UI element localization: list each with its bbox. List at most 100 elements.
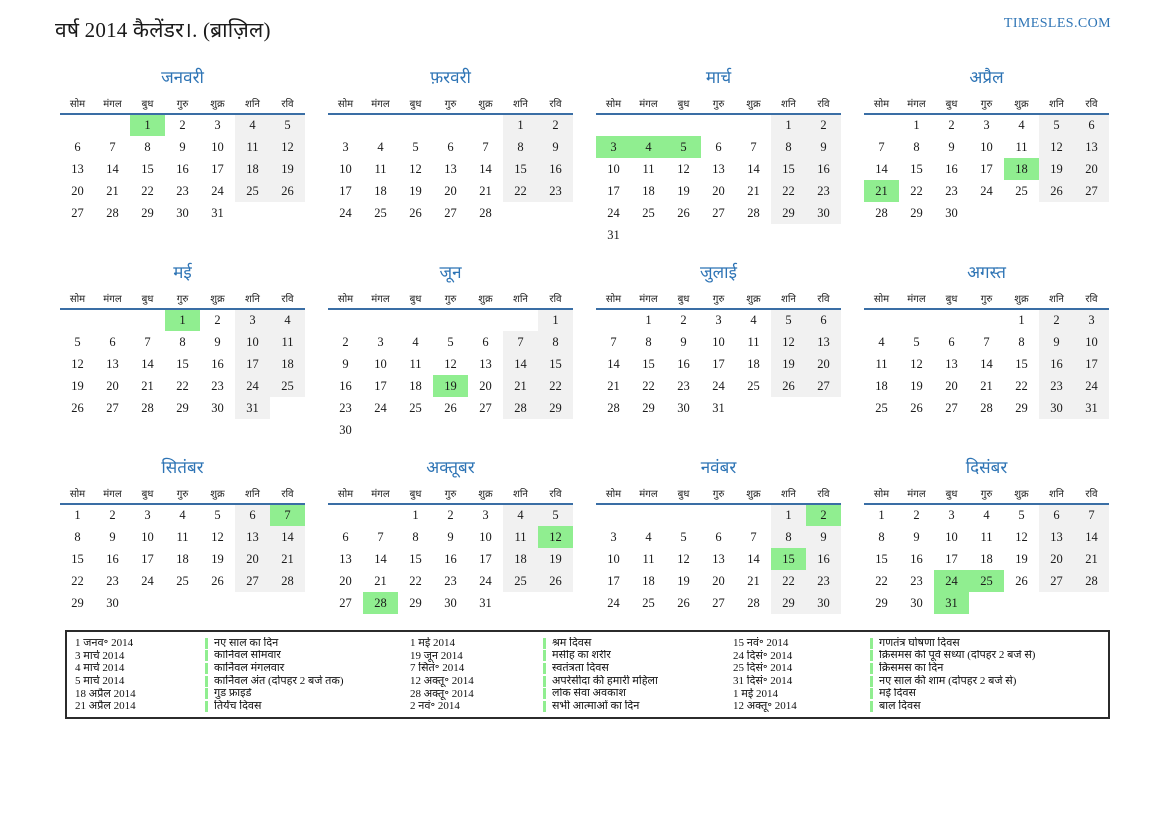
day-cell: 17 (339, 183, 352, 198)
day-cell: 1 (878, 508, 885, 522)
weekday-header: शुक्र (468, 94, 503, 115)
weekend-cell: 30 (1039, 397, 1074, 419)
weekday-header: मंगल (899, 289, 934, 310)
empty-cell (130, 309, 165, 331)
day-cell: 7 (377, 529, 384, 544)
weekend-cell: 17 (235, 353, 270, 375)
day-cell: 17 (211, 161, 224, 176)
day-cell: 6 (447, 139, 454, 154)
website-link[interactable]: TIMESLES.COM (1003, 16, 1111, 31)
holiday-cell: 5 (666, 136, 701, 158)
day-cell: 9 (680, 334, 687, 349)
day-cell: 14 (607, 356, 620, 371)
weekend-cell: 11 (503, 526, 538, 548)
empty-cell (631, 504, 666, 526)
weekend-cell: 8 (771, 136, 806, 158)
day-cell: 4 (179, 508, 186, 522)
empty-cell (130, 592, 165, 614)
empty-cell (398, 309, 433, 331)
day-cell: 29 (176, 400, 189, 415)
weekday-header: रवि (806, 484, 841, 505)
weekend-cell: 26 (538, 570, 573, 592)
day-cell: 21 (980, 378, 993, 393)
day-cell: 29 (141, 205, 154, 220)
legend-holiday-name: लोक सेवा अवकाश (543, 688, 728, 701)
weekend-cell: 6 (1074, 114, 1109, 136)
month-title: अप्रैल (969, 68, 1004, 87)
weekend-cell: 20 (1039, 548, 1074, 570)
day-cell: 28 (875, 205, 888, 220)
day-cell: 11 (747, 334, 760, 349)
legend-date: 3 मार्च 2014 (75, 649, 125, 662)
day-cell: 11 (980, 529, 993, 544)
weekday-header: गुरु (433, 94, 468, 115)
month-block-11: नवंबर सोम मंगल बुध गुरु शुक्र शनि रवि 1 2 3 4 5 6 7 8 9 1… (596, 456, 841, 651)
month-title: फ़रवरी (430, 68, 471, 87)
empty-cell (864, 114, 899, 136)
empty-cell (666, 224, 701, 246)
weekday-header: शुक्र (200, 94, 235, 115)
weekday-header: शनि (1039, 484, 1074, 505)
day-cell: 27 (71, 205, 84, 220)
weekday-header: शुक्र (736, 484, 771, 505)
weekend-cell: 16 (538, 158, 573, 180)
day-cell: 10 (339, 161, 352, 176)
day-cell: 8 (913, 139, 920, 154)
weekday-header: बुध (130, 289, 165, 310)
month-table: सोम मंगल बुध गुरु शुक्र शनि रवि 1 2 3 4 5 6 7 8 9 10 11 12… (864, 94, 1109, 224)
day-cell: 30 (211, 400, 224, 415)
day-cell: 26 (677, 595, 690, 610)
empty-cell (701, 504, 736, 526)
month-table: सोम मंगल बुध गुरु शुक्र शनि रवि 1 2 3 4 5 6 7 8 9 10 11 12… (596, 484, 841, 614)
month-block-8: अगस्त सोम मंगल बुध गुरु शुक्र शनि रवि 1 2 3 4 5 6 7 8 9 1… (864, 261, 1109, 456)
weekday-header: शनि (235, 289, 270, 310)
empty-cell (1004, 202, 1039, 224)
weekday-header: शुक्र (200, 484, 235, 505)
day-cell: 15 (176, 356, 189, 371)
empty-cell (1004, 592, 1039, 614)
month-title: सितंबर (161, 458, 204, 477)
day-cell: 29 (1015, 400, 1028, 415)
day-cell: 28 (106, 205, 119, 220)
day-cell: 1 (412, 508, 419, 522)
day-cell: 31 (211, 205, 224, 220)
month-table: सोम मंगल बुध गुरु शुक्र शनि रवि 1 2 3 4 5 6 7 8 9 10 11 12… (596, 289, 841, 419)
day-cell: 2 (447, 508, 454, 522)
legend-date: 5 मार्च 2014 (75, 674, 125, 687)
weekday-header: सोम (596, 484, 631, 505)
weekend-cell: 4 (503, 504, 538, 526)
day-cell: 5 (447, 334, 454, 349)
weekday-header: शुक्र (736, 289, 771, 310)
weekend-cell: 19 (538, 548, 573, 570)
day-cell: 4 (750, 313, 757, 327)
day-cell: 24 (607, 205, 620, 220)
weekend-cell: 3 (1074, 309, 1109, 331)
holiday-cell: 7 (270, 504, 305, 526)
day-cell: 10 (374, 356, 387, 371)
weekday-header: सोम (328, 94, 363, 115)
day-cell: 28 (141, 400, 154, 415)
day-cell: 11 (409, 356, 422, 371)
weekend-cell: 2 (1039, 309, 1074, 331)
day-cell: 20 (479, 378, 492, 393)
weekend-cell: 22 (771, 570, 806, 592)
day-cell: 7 (750, 139, 757, 154)
weekend-cell: 20 (806, 353, 841, 375)
day-cell: 23 (677, 378, 690, 393)
holiday-cell: 1 (130, 114, 165, 136)
day-cell: 25 (1015, 183, 1028, 198)
weekend-cell: 22 (538, 375, 573, 397)
weekday-header: शनि (771, 289, 806, 310)
weekend-cell: 23 (806, 180, 841, 202)
day-cell: 3 (948, 508, 955, 522)
legend-holiday-name: स्वतंत्रता दिवस (543, 662, 728, 675)
weekday-header: गुरु (165, 94, 200, 115)
day-cell: 2 (342, 334, 349, 349)
empty-cell (538, 592, 573, 614)
weekend-cell: 31 (1074, 397, 1109, 419)
page-title: वर्ष 2014 कैलेंडर।. (ब्राज़िल) (55, 18, 271, 42)
weekend-cell: 21 (503, 375, 538, 397)
day-cell: 31 (607, 227, 620, 242)
legend-date: 2 नवं॰ 2014 (410, 700, 460, 713)
legend-date: 31 दिसं॰ 2014 (733, 674, 793, 687)
